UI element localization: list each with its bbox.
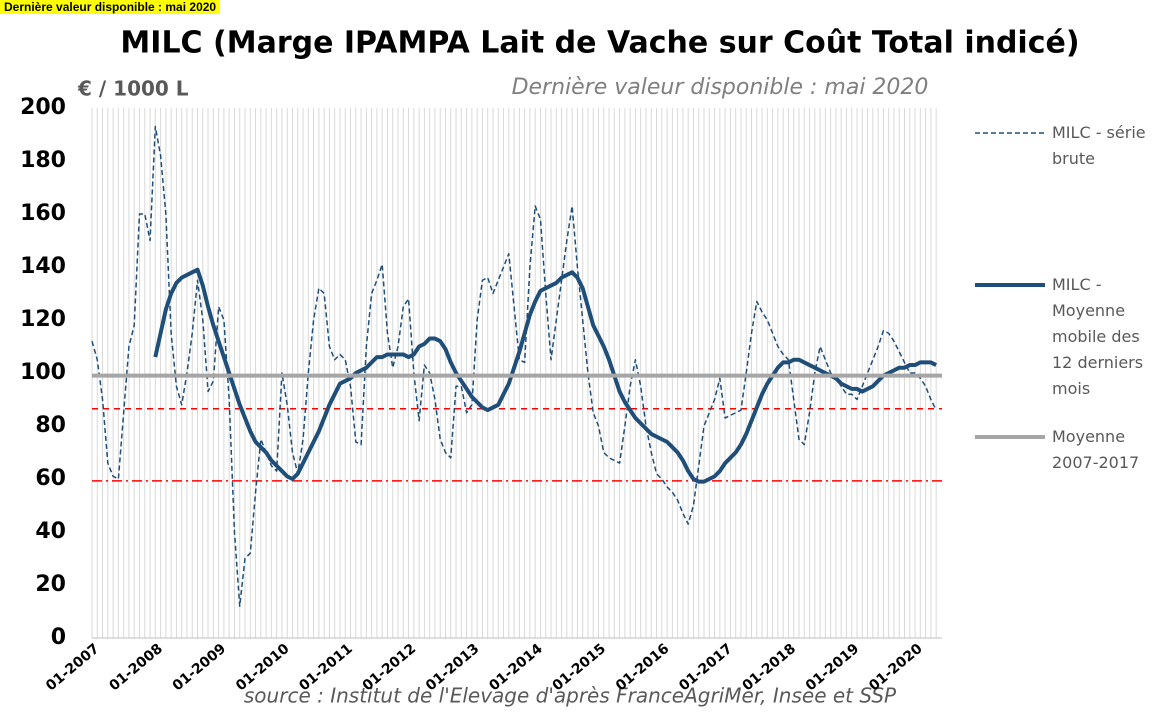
y-tick-label: 160 [20, 201, 66, 226]
source-note: source : Institut de l'Elevage d'après F… [244, 684, 897, 708]
y-tick-label: 180 [20, 148, 66, 173]
y-tick-label: 20 [35, 572, 66, 597]
y-tick-label: 100 [20, 360, 66, 385]
x-tick-label: 01-2008 [106, 641, 166, 695]
y-tick-label: 40 [35, 519, 66, 544]
y-tick-label: 80 [35, 413, 66, 438]
chart-title: MILC (Marge IPAMPA Lait de Vache sur Coû… [120, 26, 1079, 61]
y-tick-label: 120 [20, 307, 66, 332]
legend-label: Moyenne 2007-2017 [1052, 427, 1140, 472]
legend-label: MILC - Moyenne mobile des 12 derniers mo… [1052, 275, 1144, 398]
y-tick-label: 0 [51, 625, 66, 650]
y-axis-label: € / 1000 L [77, 77, 189, 101]
legend-label: MILC - série brute [1052, 123, 1146, 168]
series-line [91, 125, 937, 607]
y-tick-label: 140 [20, 254, 66, 279]
y-tick-label: 60 [35, 466, 66, 491]
y-tick-label: 200 [20, 95, 66, 120]
chart-subtitle: Dernière valeur disponible : mai 2020 [512, 75, 929, 100]
x-tick-label: 01-2009 [170, 641, 230, 695]
series-line [153, 267, 938, 484]
banner: Dernière valeur disponible : mai 2020 [0, 0, 221, 14]
